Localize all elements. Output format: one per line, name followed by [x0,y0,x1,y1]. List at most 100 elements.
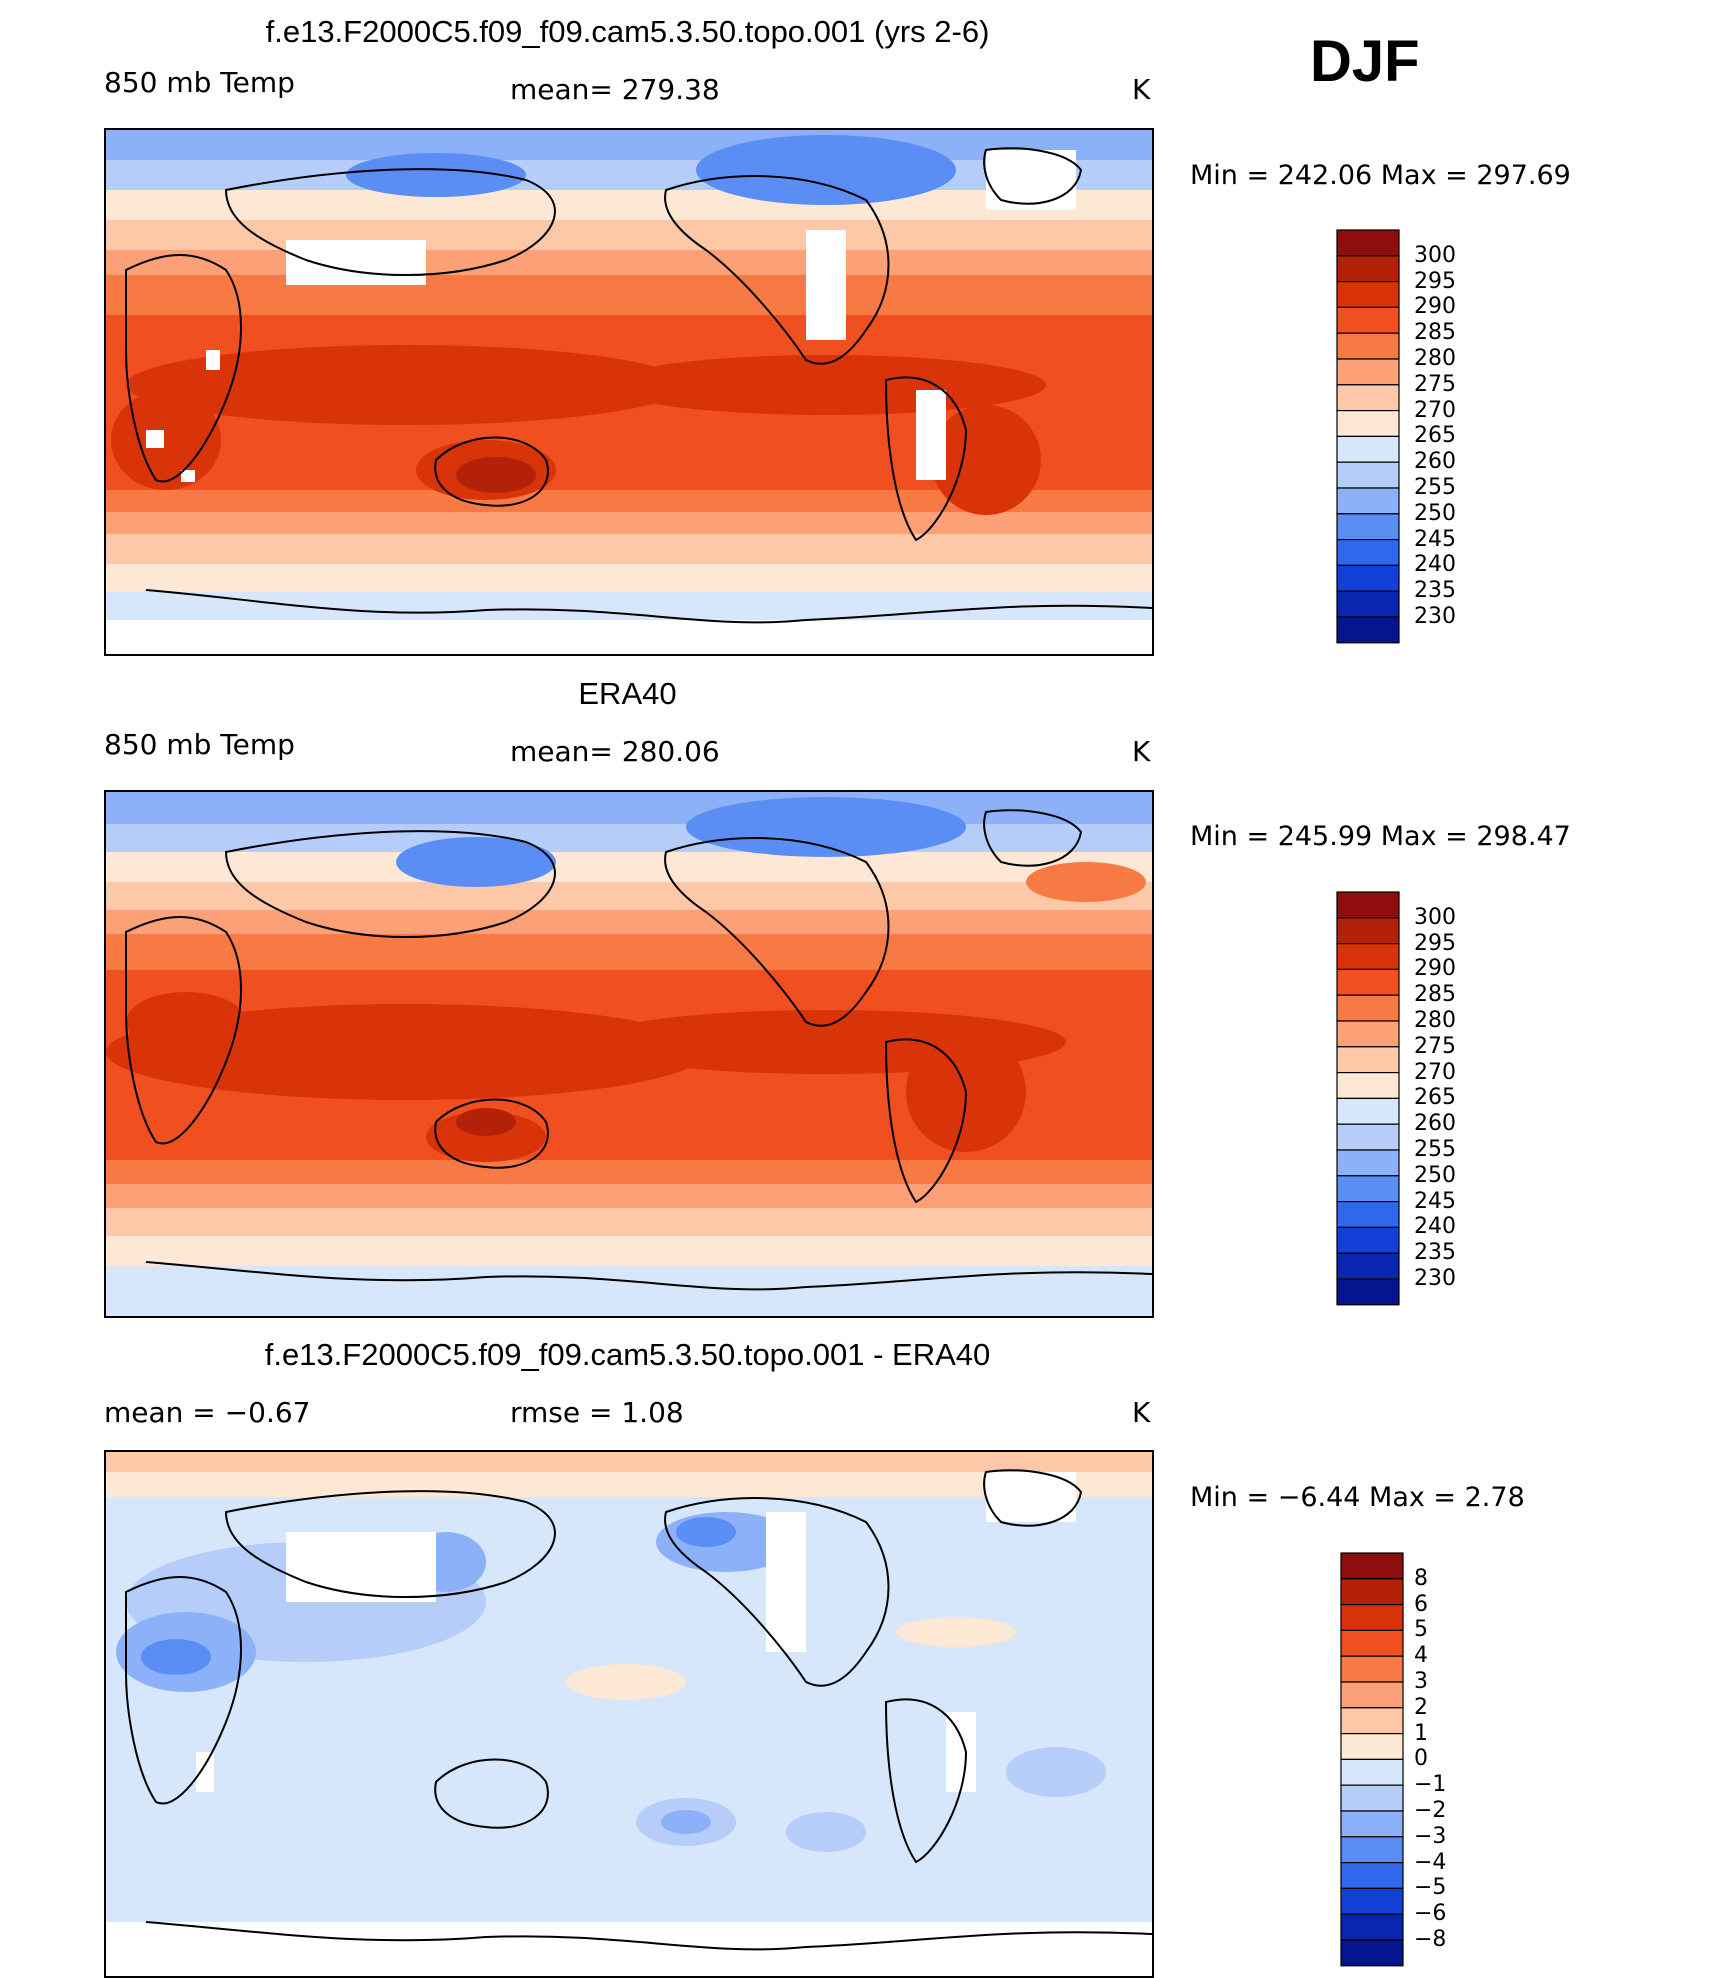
colorbar-segment [1340,1552,1404,1580]
colorbar-segment [1336,255,1400,283]
colorbar-tick-label: 230 [1414,604,1456,629]
colorbar-segment [1336,1201,1400,1229]
colorbar-segment [1336,410,1400,438]
colorbar-segment [1340,1655,1404,1683]
panel-3-units: K [1132,1396,1151,1429]
colorbar-segment [1340,1862,1404,1890]
colorbar-tick-label: 240 [1414,1214,1456,1240]
colorbar-tick-label: 275 [1414,371,1456,397]
colorbar-segment [1336,332,1400,360]
colorbar-tick-label: −6 [1414,1901,1447,1927]
colorbar-segment [1340,1681,1404,1709]
colorbar-segment [1336,616,1400,644]
colorbar-tick-label: 270 [1414,397,1456,423]
colorbar-segment [1340,1784,1404,1812]
colorbar-segment [1336,994,1400,1022]
colorbar-tick-label: −2 [1414,1798,1447,1823]
colorbar-segment [1340,1939,1404,1967]
colorbar-tick-label: 255 [1414,1137,1456,1162]
panel-3-mean-label: mean = −0.67 [104,1396,311,1429]
colorbar-tick-label: −1 [1414,1772,1447,1798]
panel-1-title: f.e13.F2000C5.f09_f09.cam5.3.50.topo.001… [265,14,990,49]
panel-2-title: ERA40 [578,676,677,711]
colorbar-tick-label: 3 [1414,1669,1428,1694]
colorbar-tick-label: 2 [1414,1694,1428,1720]
colorbar-segment [1336,358,1400,386]
colorbar-segment [1336,917,1400,945]
colorbar-segment [1340,1887,1404,1915]
season-label: DJF [1310,29,1420,94]
colorbar-tick-label: 270 [1414,1059,1456,1085]
colorbar-segment [1336,1097,1400,1125]
panel-2-left-label: 850 mb Temp [104,728,295,761]
panel-3-title: f.e13.F2000C5.f09_f09.cam5.3.50.topo.001… [264,1337,991,1372]
panel-1-left-label: 850 mb Temp [104,66,295,99]
colorbar-tick-label: 255 [1414,475,1456,500]
colorbar-tick-label: 8 [1414,1565,1428,1591]
colorbar-segment [1336,891,1400,919]
colorbar-tick-label: 0 [1414,1746,1428,1772]
colorbar-segment [1336,1020,1400,1048]
colorbar-tick-label: 245 [1414,1188,1456,1214]
colorbar-tick-label: 280 [1414,346,1456,371]
colorbar-tick-label: 295 [1414,930,1456,956]
colorbar-segment [1336,513,1400,541]
colorbar-segment [1336,435,1400,463]
panel-2-center-label: mean= 280.06 [510,735,720,768]
colorbar-tick-label: 230 [1414,1266,1456,1291]
colorbar-segment [1336,564,1400,592]
panel-1-center-label: mean= 279.38 [510,73,720,106]
colorbar-tick-label: 4 [1414,1643,1428,1669]
colorbar-segment [1336,590,1400,618]
colorbar-segment [1340,1733,1404,1761]
panel-2-units: K [1132,735,1151,768]
colorbar-tick-label: 1 [1414,1720,1428,1746]
colorbar-tick-label: 250 [1414,500,1456,526]
colorbar-segment [1340,1836,1404,1864]
colorbar-segment [1336,1046,1400,1074]
colorbar-tick-label: 275 [1414,1033,1456,1059]
colorbar-tick-label: 245 [1414,526,1456,552]
colorbar-tick-label: 5 [1414,1617,1428,1643]
colorbar-tick-label: 240 [1414,552,1456,578]
colorbar-tick-label: −4 [1414,1849,1447,1875]
colorbar-segment [1340,1810,1404,1838]
colorbar-segment [1336,1072,1400,1100]
colorbar-tick-label: 300 [1414,904,1456,930]
colorbar-tick-label: 235 [1414,578,1456,604]
panel-1-range: Min = 242.06 Max = 297.69 [1190,160,1571,191]
panel-3-colorbar [1340,1552,1404,1967]
colorbar-tick-label: 260 [1414,1111,1456,1137]
colorbar-segment [1336,942,1400,970]
panel-1-colorbar [1336,229,1400,644]
colorbar-segment [1336,1175,1400,1203]
colorbar-tick-label: −5 [1414,1875,1447,1901]
panel-2-range: Min = 245.99 Max = 298.47 [1190,821,1571,852]
panel-3-difference-map [104,1450,1154,1978]
colorbar-segment [1336,461,1400,489]
colorbar-segment [1340,1913,1404,1941]
colorbar-segment [1336,306,1400,334]
panel-3-rmse-label: rmse = 1.08 [510,1396,684,1429]
colorbar-segment [1336,539,1400,567]
colorbar-segment [1336,1123,1400,1151]
colorbar-tick-label: 285 [1414,982,1456,1008]
colorbar-tick-label: −3 [1414,1823,1447,1849]
colorbar-tick-label: −8 [1414,1927,1447,1952]
colorbar-tick-label: 300 [1414,242,1456,268]
colorbar-segment [1336,1252,1400,1280]
colorbar-segment [1336,1149,1400,1177]
colorbar-tick-label: 235 [1414,1240,1456,1266]
panel-1-temperature-map [104,128,1154,656]
colorbar-segment [1336,229,1400,257]
panel-2-temperature-map [104,790,1154,1318]
colorbar-tick-label: 250 [1414,1162,1456,1188]
colorbar-segment [1336,487,1400,515]
colorbar-tick-label: 280 [1414,1008,1456,1033]
panel-3-range: Min = −6.44 Max = 2.78 [1190,1482,1525,1513]
colorbar-segment [1340,1603,1404,1631]
colorbar-tick-label: 265 [1414,1085,1456,1111]
colorbar-tick-label: 260 [1414,449,1456,475]
colorbar-tick-label: 6 [1414,1591,1428,1617]
colorbar-segment [1336,1226,1400,1254]
